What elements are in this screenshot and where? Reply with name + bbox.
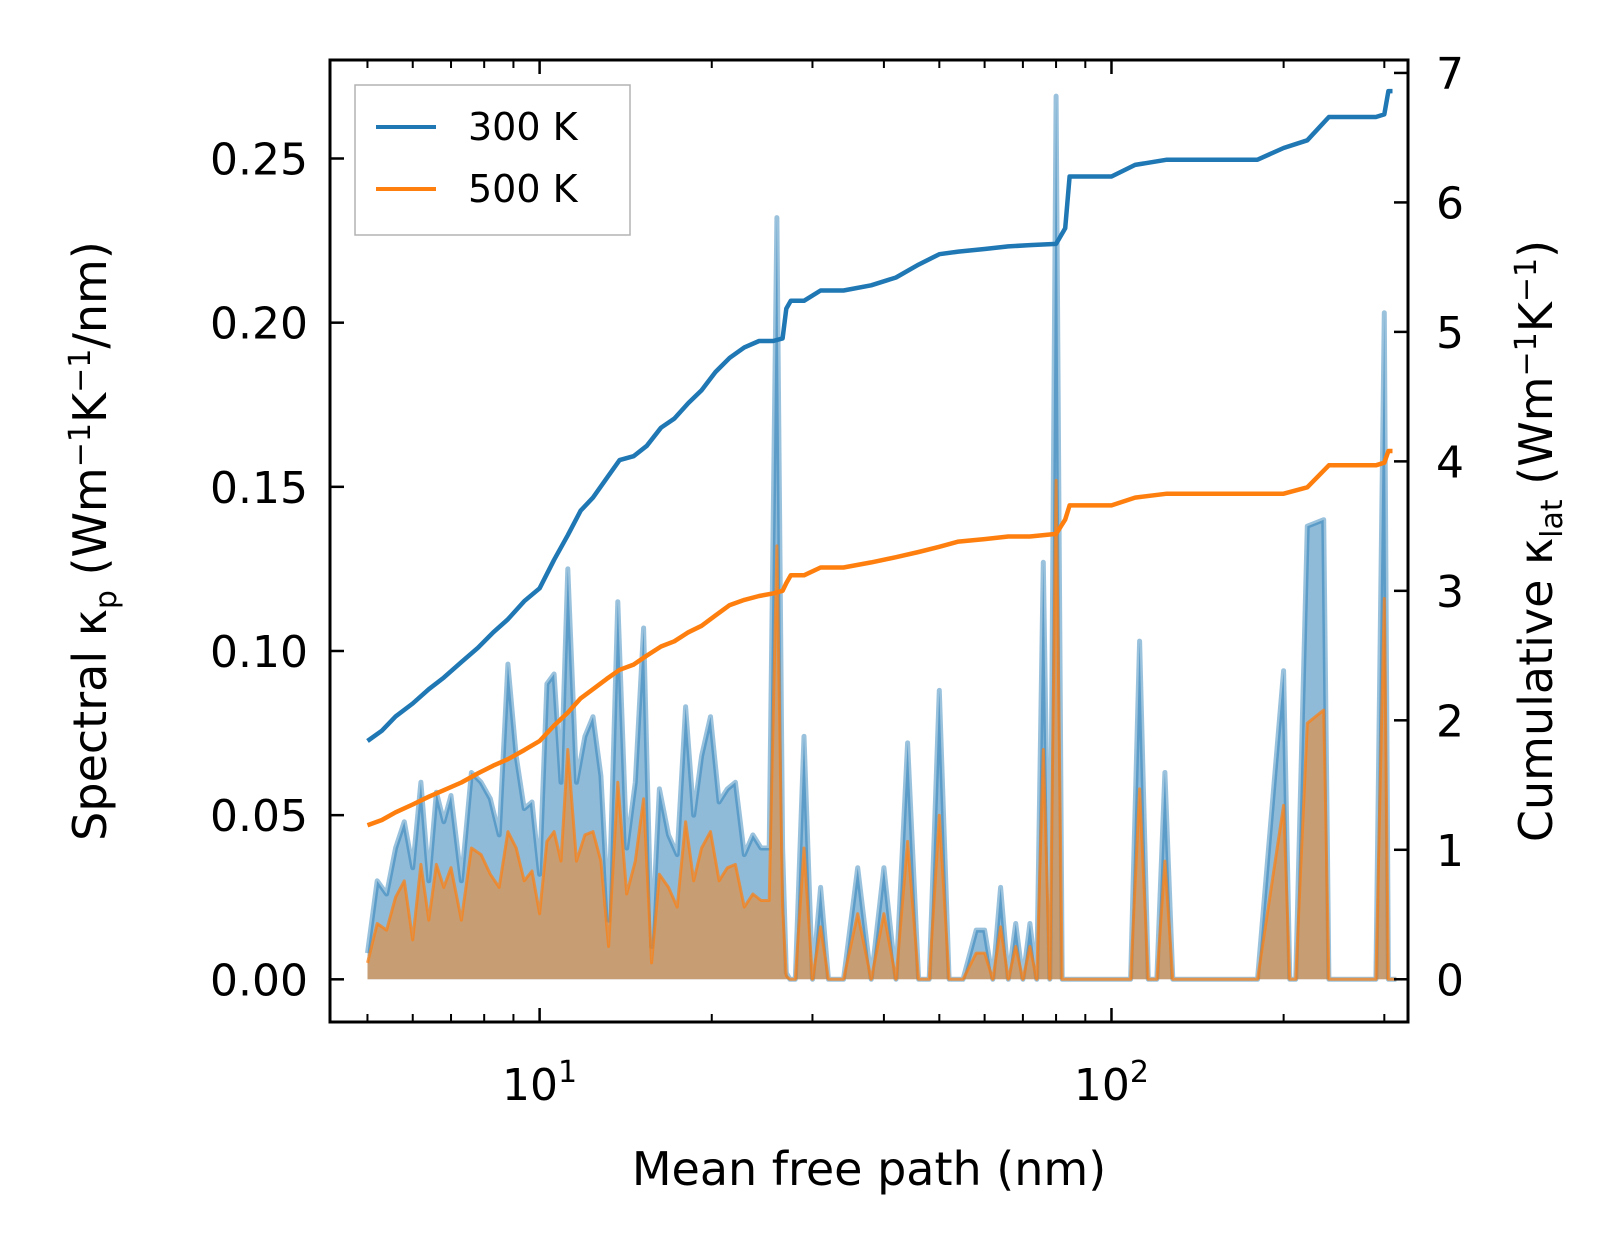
legend-box (354, 84, 631, 236)
right-y-title-sup2: −1 (1509, 258, 1544, 302)
cumulative-line-300k (366, 88, 1393, 743)
left-y-title-units-open: (Wm (63, 467, 117, 590)
right-y-title-subscript: lat (1535, 499, 1570, 538)
right-y-tick-label: 7 (1436, 49, 1464, 100)
left-y-tick-label: 0.20 (210, 299, 308, 350)
x-tick-label-exponent: 1 (558, 1055, 577, 1090)
legend: 300 K 500 K (354, 84, 631, 236)
left-y-tick-label: 0.05 (210, 791, 308, 842)
cumulative-line-500k (366, 448, 1393, 828)
right-y-title-units-close: ) (1509, 240, 1563, 258)
legend-label-500k: 500 K (468, 167, 579, 211)
left-y-title-subscript: p (89, 590, 124, 609)
right-y-tick-label: 0 (1436, 955, 1464, 1006)
left-y-tick-label: 0.10 (210, 627, 308, 678)
left-y-axis-title: Spectral κp (Wm−1K−1/nm) (63, 241, 124, 841)
right-y-tick-label: 4 (1436, 437, 1464, 488)
right-y-tick-label: 1 (1436, 826, 1464, 877)
right-y-title-mid: K (1509, 300, 1563, 332)
legend-label-300k: 300 K (468, 105, 579, 149)
spectral-line-500k (366, 478, 1397, 981)
right-y-title-sup1: −1 (1509, 332, 1544, 376)
left-y-title-sup1: −1 (63, 423, 98, 467)
right-y-tick-label: 6 (1436, 178, 1464, 229)
right-y-tick-label: 5 (1436, 308, 1464, 359)
plot-frame (328, 58, 1410, 1024)
right-y-axis-title: Cumulative κlat (Wm−1K−1) (1509, 240, 1570, 842)
left-y-title-mid: K (63, 391, 117, 423)
spectral-area-500k (367, 480, 1397, 980)
right-y-title-prefix: Cumulative κ (1509, 538, 1563, 842)
plot-area (365, 88, 1397, 982)
x-tick-label: 101 (502, 1055, 577, 1111)
spectral-area-300k (367, 96, 1397, 980)
left-y-tick-label: 0.15 (210, 463, 308, 514)
left-y-title-prefix: Spectral κ (63, 609, 117, 841)
left-y-title-sup2: −1 (63, 349, 98, 393)
x-axis-title: Mean free path (nm) (632, 1142, 1106, 1196)
right-y-tick-label: 2 (1436, 696, 1464, 747)
x-tick-label: 102 (1074, 1055, 1149, 1111)
right-y-title-units-open: (Wm (1509, 376, 1563, 499)
left-y-tick-label: 0.00 (210, 955, 308, 1006)
x-tick-label-base: 10 (1074, 1060, 1130, 1111)
left-y-tick-label: 0.25 (210, 134, 308, 185)
x-tick-label-exponent: 2 (1130, 1055, 1149, 1090)
right-y-tick-label: 3 (1436, 567, 1464, 618)
x-tick-label-base: 10 (502, 1060, 558, 1111)
left-y-title-units-close: /nm) (63, 241, 117, 348)
